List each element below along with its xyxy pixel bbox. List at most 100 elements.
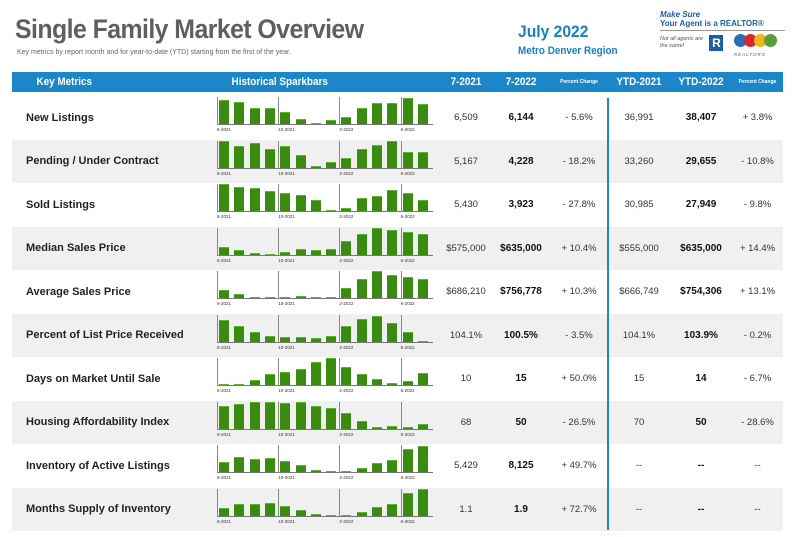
sparkbar [326,335,337,342]
sparkbar [387,382,398,386]
sparkbar [234,249,245,255]
sparkbar-separator [400,140,402,169]
logo-line3: Not all agents are the same! [660,36,704,49]
sparkbar [387,190,398,212]
sparkbar-tick-label: 6-2022 [400,301,415,307]
sparkbar [402,427,413,429]
sparkbar [326,470,337,473]
sparkbar-tick-label: 2-2022 [339,344,354,350]
sparkbar [341,240,352,255]
sparkbar [264,402,275,429]
sparkbar-yaxis [217,227,218,256]
table-row: Pending / Under Contract 6-2021 10-2021 2-2… [12,139,783,183]
sparkbar [295,336,306,342]
sparkbar-chart: 6-2021 10-2021 2-2022 6-2022 [213,270,440,313]
metric-value: 14 [695,373,707,385]
sparkbar [310,123,321,125]
sparkbar-axis [217,211,433,213]
sparkbar-chart: 6-2021 10-2021 2-2022 6-2022 [213,227,440,270]
sparkbar-tick-label: 2-2022 [339,127,354,133]
sparkbar [264,191,275,212]
sparkbar [280,112,291,125]
sparkbar [402,449,413,473]
sparkbar [356,234,367,255]
col-7-2022: 7-2022 [505,76,537,88]
sparkbar-separator [400,445,402,474]
metric-value: 3,923 [508,199,534,211]
metric-value: 104.1% [622,329,656,341]
sparkbar [356,318,367,342]
sparkbar [417,423,428,429]
sparkbar-tick-label: 6-2022 [400,344,415,350]
sparkbar [341,471,352,473]
metric-name: Housing Affordability Index [26,416,170,429]
sparkbar [402,192,413,212]
sparkbar [387,102,398,125]
table-row: Median Sales Price 6-2021 10-2021 2-2022 6-2… [12,226,783,270]
sparkbar [326,161,337,168]
metric-value: 1.1 [459,503,473,515]
sparkbar [341,158,352,168]
sparkbar-yaxis [217,445,218,474]
metric-name: Average Sales Price [26,285,131,298]
sparkbar [295,465,306,473]
sparkbar [417,446,428,473]
col-sparkbars: Historical Sparkbars [231,76,328,88]
metric-value: 5,429 [454,460,478,472]
sparkbar-chart: 6-2021 10-2021 2-2022 6-2022 [213,183,440,226]
table-row: Sold Listings 6-2021 10-2021 2-2022 6-2022 5,… [12,183,783,227]
table-row: Percent of List Price Received 6-2021 10-2… [12,313,783,357]
sparkbar [402,277,413,299]
sparkbar-tick-label: 2-2022 [339,518,354,524]
sparkbar-separator [400,314,402,343]
metric-value: -- [754,460,761,472]
sparkbar [387,230,398,255]
metric-value: 5,167 [454,155,478,167]
sparkbar [341,514,352,516]
logo-line1: Make Sure [660,10,701,19]
metric-value: - 5.6% [565,112,593,124]
sparkbar [326,249,337,255]
sparkbar-separator [339,314,341,343]
sparkbar-chart: 6-2021 10-2021 2-2022 6-2022 [213,444,440,487]
metric-value: 30,985 [624,199,654,211]
sparkbar [402,380,413,386]
sparkbar [264,335,275,342]
sparkbar-tick-label: 6-2021 [217,301,232,307]
sparkbar-tick-label: 2-2022 [339,475,354,481]
sparkbar [264,148,275,168]
sparkbar [280,371,291,386]
sparkbar-axis [217,428,433,430]
sparkbar-tick-label: 10-2021 [278,127,295,133]
sparkbar-tick-label: 6-2022 [400,431,415,437]
sparkbar-separator [278,358,280,387]
metric-value: + 14.4% [739,242,776,254]
sparkbar-yaxis [217,488,218,517]
table-row: New Listings 6-2021 10-2021 2-2022 6-2022 6,5… [12,96,783,140]
metric-value: - 10.8% [741,155,774,167]
sparkbar [372,103,382,125]
sparkbar [264,108,275,125]
metric-value: -- [635,503,643,515]
metric-value: - 6.7% [743,373,772,385]
sparkbar [295,118,306,125]
sparkbar [234,186,245,212]
sparkbar-separator [400,358,402,387]
sparkbar [372,196,382,212]
metric-value: 36,991 [624,112,654,124]
sparkbar [234,102,245,125]
metric-value: - 18.2% [562,155,596,167]
sparkbar [264,502,275,516]
sparkbar [295,296,306,299]
sparkbar [219,383,229,386]
sparkbar-tick-label: 2-2022 [339,431,354,437]
metric-value: - 28.6% [741,416,774,428]
col-percent-change: Percent Change [560,79,598,85]
metric-name: Days on Market Until Sale [26,372,161,385]
metric-value: 15 [633,373,645,385]
sparkbar-tick-label: 6-2022 [400,518,415,524]
sparkbar [264,374,275,386]
metric-value: 50 [515,416,527,428]
metric-value: -- [697,460,705,472]
metric-name: Median Sales Price [26,242,126,255]
